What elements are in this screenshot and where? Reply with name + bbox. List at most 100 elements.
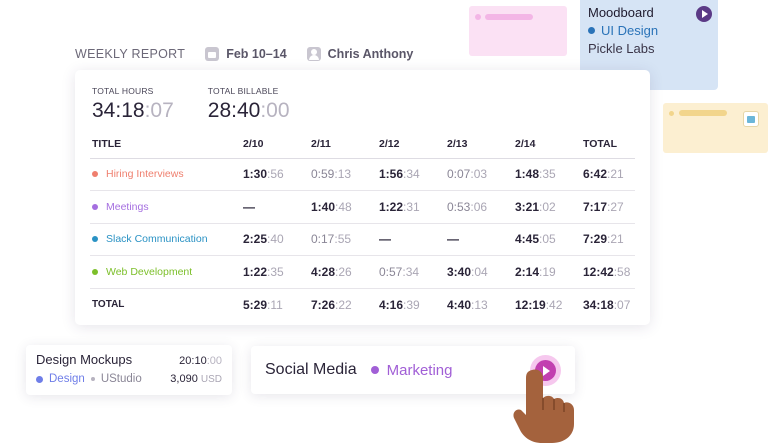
column-header-title[interactable]: TITLE bbox=[90, 130, 241, 159]
table-row[interactable]: Meetings —1:40:48 1:22:31 0:53:06 3:21:02 7:1… bbox=[90, 190, 635, 224]
mockups-header: Design Mockups 20:10:00 bbox=[36, 352, 222, 367]
social-tag: Marketing bbox=[370, 362, 452, 379]
report-table-body: Hiring Interviews 1:30:56 0:59:13 1:56:34 0:… bbox=[90, 158, 635, 321]
column-header-day[interactable]: 2/14 bbox=[513, 130, 581, 159]
color-dot bbox=[475, 14, 481, 20]
time-value: 1:22 bbox=[243, 264, 268, 279]
time-value: — bbox=[243, 199, 255, 214]
day-time-cell: 3:40:04 bbox=[445, 255, 513, 289]
task[interactable]: Meetings bbox=[92, 201, 241, 213]
time-seconds: :55 bbox=[334, 232, 352, 247]
mockups-details: Design UStudio 3,090 USD bbox=[36, 373, 222, 385]
time-value: 1:40 bbox=[311, 199, 336, 214]
day-time-cell: 0:53:06 bbox=[445, 190, 513, 224]
column-header-day[interactable]: 2/13 bbox=[445, 130, 513, 159]
time-seconds: :34 bbox=[402, 264, 420, 279]
time-seconds: :21 bbox=[607, 167, 624, 182]
task[interactable]: Slack Communication bbox=[92, 233, 241, 245]
social-title: Social Media bbox=[265, 361, 357, 378]
time-value: 0:53 bbox=[447, 199, 471, 214]
column-header-total[interactable]: TOTAL bbox=[581, 130, 635, 159]
mockups-amount-value: 3,090 bbox=[170, 373, 198, 385]
day-total-cell: 5:29:11 bbox=[241, 288, 309, 321]
time-value: 2:25 bbox=[243, 232, 268, 247]
date-range[interactable]: Feb 10–14 bbox=[226, 47, 287, 61]
time-value: 34:18 bbox=[583, 297, 614, 312]
day-total-cell: 4:40:13 bbox=[445, 288, 513, 321]
task-title: Meetings bbox=[106, 200, 149, 213]
time-seconds: :56 bbox=[267, 167, 284, 182]
total-billable-value: 28:40:00 bbox=[208, 99, 290, 123]
time-seconds: :13 bbox=[334, 167, 352, 182]
totals-summary: TOTAL HOURS 34:18:07 TOTAL BILLABLE 28:4… bbox=[92, 86, 324, 123]
day-time-cell: — bbox=[377, 223, 445, 256]
day-time-cell: 0:07:03 bbox=[445, 158, 513, 191]
day-time-cell: 4:45:05 bbox=[513, 223, 581, 256]
time-seconds: :58 bbox=[613, 264, 631, 279]
moodboard-title: Moodboard bbox=[588, 5, 654, 20]
day-time-cell: 1:22:35 bbox=[241, 255, 309, 289]
day-time-cell: 1:48:35 bbox=[513, 158, 581, 191]
placeholder-bar bbox=[679, 110, 727, 116]
moodboard-tag-label: UI Design bbox=[601, 23, 659, 38]
day-time-cell: 0:57:34 bbox=[377, 255, 445, 289]
task[interactable]: Hiring Interviews bbox=[92, 168, 241, 180]
total-hours-label: TOTAL HOURS bbox=[92, 86, 154, 96]
time-seconds: :40 bbox=[267, 232, 284, 247]
time-seconds: :42 bbox=[545, 297, 563, 312]
time-value: 4:16 bbox=[379, 297, 404, 312]
time-seconds: :39 bbox=[403, 297, 420, 312]
time-value: 0:17 bbox=[311, 232, 335, 247]
day-time-cell: 2:14:19 bbox=[513, 255, 581, 289]
placeholder-card-yellow bbox=[663, 103, 768, 153]
time-value: 12:42 bbox=[583, 264, 614, 279]
separator-dot bbox=[90, 377, 95, 381]
time-seconds: :31 bbox=[403, 199, 420, 214]
weekly-report-card: TOTAL HOURS 34:18:07 TOTAL BILLABLE 28:4… bbox=[75, 70, 650, 325]
column-header-day[interactable]: 2/10 bbox=[241, 130, 309, 159]
time-value: 4:40 bbox=[447, 297, 472, 312]
table-row[interactable]: Web Development 1:22:35 4:28:26 0:57:34 3:40… bbox=[90, 255, 635, 289]
time-seconds: :34 bbox=[403, 167, 420, 182]
time-value: 4:45 bbox=[515, 232, 540, 247]
time-value: 1:30 bbox=[243, 167, 268, 182]
time-value: 7:17 bbox=[583, 199, 608, 214]
design-mockups-card[interactable]: Design Mockups 20:10:00 Design UStudio 3… bbox=[26, 345, 232, 395]
mockups-title: Design Mockups bbox=[36, 352, 133, 367]
row-total-cell: 7:29:21 bbox=[581, 223, 635, 256]
table-row[interactable]: Hiring Interviews 1:30:56 0:59:13 1:56:34 0:… bbox=[90, 158, 635, 191]
color-dot bbox=[669, 111, 674, 116]
time-seconds: :02 bbox=[539, 199, 556, 214]
report-title: WEEKLY REPORT bbox=[75, 47, 186, 61]
column-header-day[interactable]: 2/11 bbox=[309, 130, 377, 159]
time-seconds: :21 bbox=[607, 232, 624, 247]
row-total-cell: 12:42:58 bbox=[581, 255, 635, 289]
placeholder-card-pink bbox=[469, 6, 567, 56]
time-value: 1:56 bbox=[379, 167, 404, 182]
mockups-time-seconds: :00 bbox=[206, 355, 222, 367]
time-value: 5:29 bbox=[243, 297, 268, 312]
play-icon[interactable] bbox=[696, 6, 712, 22]
day-time-cell: 1:30:56 bbox=[241, 158, 309, 191]
time-value: 0:07 bbox=[447, 167, 471, 182]
task-color-dot bbox=[92, 268, 98, 275]
task-cell: Web Development bbox=[90, 255, 241, 289]
task-color-dot bbox=[92, 203, 98, 210]
task-cell: Slack Communication bbox=[90, 223, 241, 256]
time-value: 4:28 bbox=[311, 264, 336, 279]
total-row-label: TOTAL bbox=[92, 299, 125, 311]
moodboard-client: Pickle Labs bbox=[588, 41, 655, 56]
mockups-amount: 3,090 USD bbox=[170, 373, 222, 385]
total-billable: TOTAL BILLABLE 28:40:00 bbox=[208, 86, 290, 123]
user-name[interactable]: Chris Anthony bbox=[327, 47, 414, 61]
column-header-day[interactable]: 2/12 bbox=[377, 130, 445, 159]
pointer-hand-icon bbox=[513, 369, 574, 443]
total-hours: TOTAL HOURS 34:18:07 bbox=[92, 86, 174, 123]
day-time-cell: 3:21:02 bbox=[513, 190, 581, 224]
task[interactable]: Web Development bbox=[92, 266, 241, 278]
time-seconds: :19 bbox=[539, 264, 556, 279]
placeholder-bar bbox=[485, 14, 533, 20]
report-table: TITLE 2/10 2/11 2/12 2/13 2/14 TOTAL Hir… bbox=[90, 130, 635, 321]
table-row[interactable]: Slack Communication 2:25:40 0:17:55— —4:45:… bbox=[90, 223, 635, 256]
time-seconds: :35 bbox=[267, 264, 284, 279]
